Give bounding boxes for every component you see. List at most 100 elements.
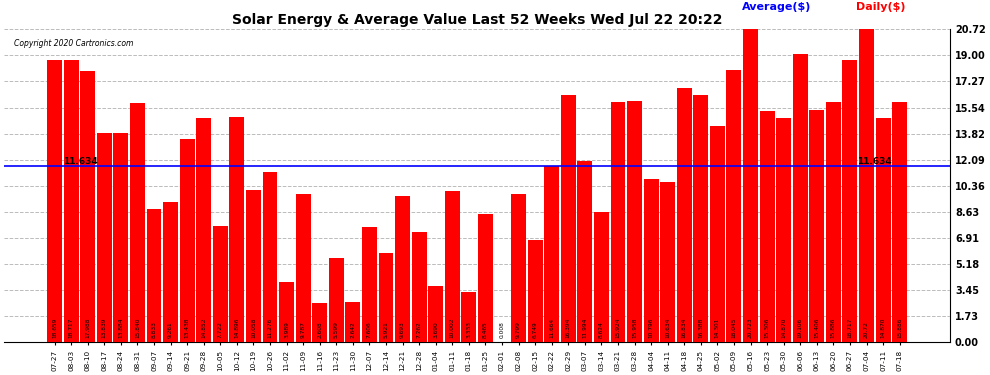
Text: Average($): Average($) xyxy=(742,3,812,12)
Bar xyxy=(246,190,261,342)
Text: 8.833: 8.833 xyxy=(151,321,156,338)
Bar xyxy=(511,194,526,342)
Bar xyxy=(544,166,559,342)
Text: 11.634: 11.634 xyxy=(63,158,98,166)
Text: 15.958: 15.958 xyxy=(632,317,637,338)
Text: 17.988: 17.988 xyxy=(85,317,90,338)
Text: 20.723: 20.723 xyxy=(748,317,753,338)
Bar xyxy=(560,94,576,342)
Bar xyxy=(842,60,857,342)
Text: 15.406: 15.406 xyxy=(815,317,820,338)
Text: Daily($): Daily($) xyxy=(855,3,905,12)
Text: 11.276: 11.276 xyxy=(267,317,272,338)
Bar xyxy=(478,214,493,342)
Bar xyxy=(594,212,609,342)
Bar xyxy=(279,282,294,342)
Text: 8.624: 8.624 xyxy=(599,321,604,338)
Bar xyxy=(395,196,410,342)
Bar xyxy=(180,139,195,342)
Bar xyxy=(48,60,62,342)
Bar xyxy=(312,303,327,342)
Bar xyxy=(710,126,725,342)
Bar xyxy=(445,191,459,342)
Bar xyxy=(196,118,211,342)
Bar xyxy=(793,54,808,342)
Text: 14.896: 14.896 xyxy=(235,317,240,338)
Bar xyxy=(114,132,129,342)
Bar xyxy=(892,102,907,342)
Text: 9.693: 9.693 xyxy=(400,321,405,338)
Text: 7.606: 7.606 xyxy=(367,321,372,338)
Text: 16.394: 16.394 xyxy=(565,317,571,338)
Bar xyxy=(461,292,476,342)
Text: 3.989: 3.989 xyxy=(284,321,289,338)
Text: 15.924: 15.924 xyxy=(616,317,621,338)
Bar xyxy=(429,286,444,342)
Text: 10.002: 10.002 xyxy=(449,317,454,338)
Text: 13.438: 13.438 xyxy=(185,317,190,338)
Text: 14.301: 14.301 xyxy=(715,317,720,338)
Text: 8.465: 8.465 xyxy=(483,321,488,338)
Text: 15.886: 15.886 xyxy=(897,317,902,338)
Text: 11.664: 11.664 xyxy=(549,317,554,338)
Bar xyxy=(63,60,78,342)
Bar xyxy=(810,110,825,342)
Bar xyxy=(97,133,112,342)
Text: 5.599: 5.599 xyxy=(334,321,339,338)
Text: 3.333: 3.333 xyxy=(466,321,471,338)
Bar xyxy=(743,29,758,342)
Text: 15.306: 15.306 xyxy=(764,317,769,338)
Text: Copyright 2020 Cartronics.com: Copyright 2020 Cartronics.com xyxy=(14,39,133,48)
Bar xyxy=(826,102,841,342)
Bar xyxy=(362,227,377,342)
Bar xyxy=(378,253,393,342)
Bar xyxy=(577,161,592,342)
Text: 0.008: 0.008 xyxy=(500,321,505,338)
Bar xyxy=(611,102,626,342)
Bar xyxy=(163,202,178,342)
Bar xyxy=(329,258,344,342)
Text: 10.634: 10.634 xyxy=(665,317,670,338)
Bar xyxy=(528,240,543,342)
Text: 14.870: 14.870 xyxy=(781,317,786,338)
Text: 2.642: 2.642 xyxy=(350,321,355,338)
Bar xyxy=(412,232,427,342)
Text: 13.839: 13.839 xyxy=(102,317,107,338)
Bar xyxy=(727,70,742,342)
Bar xyxy=(776,118,791,342)
Text: 15.886: 15.886 xyxy=(831,317,836,338)
Text: 15.840: 15.840 xyxy=(135,317,140,338)
Text: 3.690: 3.690 xyxy=(434,321,439,338)
Bar xyxy=(677,88,692,342)
Bar xyxy=(875,118,891,342)
Text: 13.884: 13.884 xyxy=(119,317,124,338)
Text: 20.72: 20.72 xyxy=(864,321,869,338)
Bar xyxy=(147,209,161,342)
Bar xyxy=(262,172,277,342)
Text: 5.921: 5.921 xyxy=(383,321,388,338)
Text: 16.834: 16.834 xyxy=(682,317,687,338)
Text: 10.796: 10.796 xyxy=(648,317,653,338)
Text: 7.722: 7.722 xyxy=(218,321,223,338)
Bar xyxy=(346,302,360,342)
Text: 11.634: 11.634 xyxy=(856,158,891,166)
Text: 14.870: 14.870 xyxy=(880,317,886,338)
Bar xyxy=(644,179,658,342)
Text: 19.106: 19.106 xyxy=(798,317,803,338)
Bar xyxy=(759,111,774,342)
Text: 2.608: 2.608 xyxy=(317,321,322,338)
Title: Solar Energy & Average Value Last 52 Weeks Wed Jul 22 20:22: Solar Energy & Average Value Last 52 Wee… xyxy=(232,13,723,27)
Bar xyxy=(859,29,874,342)
Text: 18.659: 18.659 xyxy=(52,317,57,338)
Text: 9.261: 9.261 xyxy=(168,321,173,338)
Bar xyxy=(130,103,145,342)
Bar xyxy=(213,225,228,342)
Text: 16.388: 16.388 xyxy=(698,317,703,338)
Text: 14.852: 14.852 xyxy=(201,317,206,338)
Bar xyxy=(660,182,675,342)
Text: 18.717: 18.717 xyxy=(68,317,73,338)
Text: 18.045: 18.045 xyxy=(732,317,737,338)
Bar xyxy=(230,117,245,342)
Text: 9.799: 9.799 xyxy=(516,321,521,338)
Bar xyxy=(693,95,708,342)
